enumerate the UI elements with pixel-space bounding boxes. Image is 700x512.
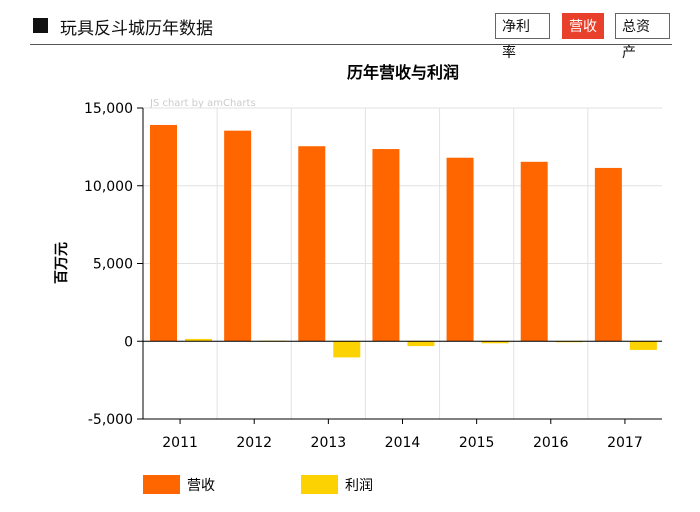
revenue-bar: [224, 130, 252, 342]
tab-total-assets[interactable]: 总资产: [615, 13, 670, 61]
legend-swatch-profit: [301, 475, 338, 494]
y-tick-label: 15,000: [84, 101, 133, 117]
revenue-bar: [298, 146, 326, 342]
tab-revenue[interactable]: 营收: [562, 13, 604, 39]
bars: [150, 124, 657, 358]
legend-label-revenue: 营收: [187, 478, 215, 494]
revenue-bar: [594, 167, 622, 342]
chart-title: 历年营收与利润: [347, 63, 459, 82]
profit-bar: [333, 341, 361, 358]
y-tick-label: 0: [124, 334, 133, 350]
legend: 营收 利润: [143, 475, 373, 494]
revenue-bar: [150, 124, 177, 342]
profit-bar: [407, 341, 435, 347]
x-tick-label: 2012: [236, 435, 272, 451]
profit-bar: [481, 341, 509, 344]
x-tick-label: 2011: [162, 435, 198, 451]
axes: [137, 107, 662, 424]
revenue-bar: [446, 157, 474, 342]
gridlines: [143, 107, 662, 420]
header-divider: [30, 44, 672, 45]
legend-label-profit: 利润: [345, 478, 373, 494]
watermark: JS chart by amCharts: [149, 98, 256, 109]
tick-labels: 15,000 10,000 5,000 0 -5,000 2011 2012 2013 2014…: [84, 101, 643, 451]
y-tick-label: 5,000: [93, 257, 133, 273]
tab-net-margin[interactable]: 净利率: [495, 13, 550, 61]
profit-bar: [629, 341, 657, 350]
title-square-icon: [33, 18, 48, 33]
legend-swatch-revenue: [143, 475, 180, 494]
x-tick-label: 2017: [607, 435, 643, 451]
y-tick-label: 10,000: [84, 179, 133, 195]
y-tick-label: -5,000: [88, 412, 133, 428]
x-tick-label: 2013: [311, 435, 347, 451]
x-tick-label: 2014: [385, 435, 421, 451]
revenue-bar: [372, 149, 400, 342]
page-title: 玩具反斗城历年数据: [60, 19, 213, 39]
revenue-bar: [520, 161, 548, 342]
header: 玩具反斗城历年数据 净利率 营收 总资产: [0, 0, 700, 61]
profit-bar: [185, 338, 212, 342]
y-axis-label: 百万元: [54, 242, 70, 284]
x-tick-label: 2016: [533, 435, 569, 451]
x-tick-label: 2015: [459, 435, 495, 451]
